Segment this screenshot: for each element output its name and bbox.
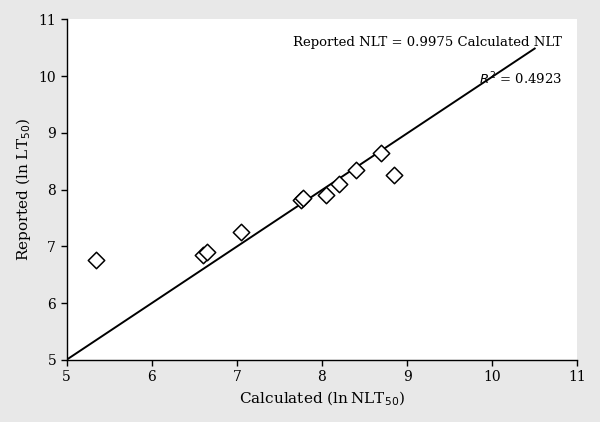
Point xyxy=(236,229,246,235)
Point xyxy=(322,192,331,199)
Point xyxy=(377,149,386,156)
X-axis label: Calculated (ln NLT$_{50}$): Calculated (ln NLT$_{50}$) xyxy=(239,390,405,408)
Text: $R^2$ = 0.4923: $R^2$ = 0.4923 xyxy=(479,70,562,87)
Point xyxy=(389,172,399,179)
Point xyxy=(334,181,344,187)
Point xyxy=(296,196,305,203)
Point xyxy=(202,249,212,255)
Text: Reported NLT = 0.9975 Calculated NLT: Reported NLT = 0.9975 Calculated NLT xyxy=(293,36,562,49)
Y-axis label: Reported (ln LT$_{50}$): Reported (ln LT$_{50}$) xyxy=(14,118,33,261)
Point xyxy=(298,195,308,201)
Point xyxy=(198,252,208,258)
Point xyxy=(92,257,101,264)
Point xyxy=(351,166,361,173)
